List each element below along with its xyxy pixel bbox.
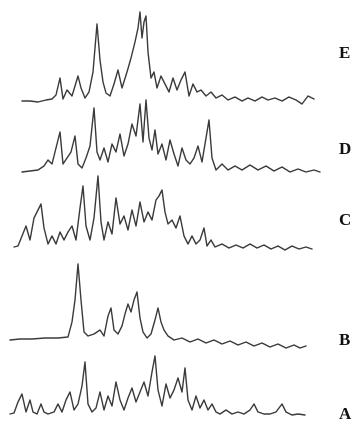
trace-label-e: E xyxy=(339,43,350,62)
trace-c-line xyxy=(13,175,313,251)
trace-d-line xyxy=(21,99,321,173)
trace-c xyxy=(13,175,313,251)
trace-label-d: D xyxy=(339,139,351,158)
trace-b xyxy=(9,263,307,349)
trace-a xyxy=(9,355,306,416)
trace-label-c: C xyxy=(339,210,351,229)
trace-d xyxy=(21,99,321,173)
trace-a-line xyxy=(9,355,306,416)
trace-e xyxy=(21,11,315,105)
trace-e-line xyxy=(21,11,315,105)
trace-b-line xyxy=(9,263,307,349)
trace-label-a: A xyxy=(339,404,352,423)
trace-label-b: B xyxy=(339,330,350,349)
